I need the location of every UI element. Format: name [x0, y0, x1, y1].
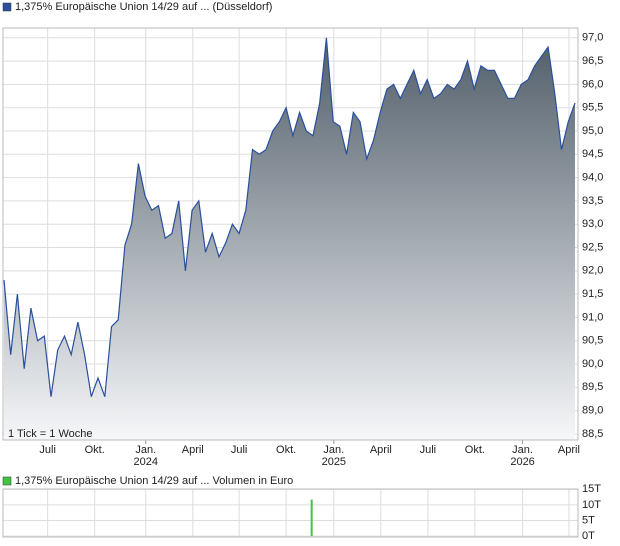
y-tick-label: 96,5 — [582, 55, 603, 67]
x-tick-label: Jan. — [512, 444, 533, 456]
line — [3, 37, 576, 397]
x-tick-label: Jan. — [135, 444, 156, 456]
y-tick-label: 89,0 — [582, 405, 603, 417]
y-tick-label: 89,5 — [582, 381, 603, 393]
plot-frame — [2, 488, 579, 538]
legend-label: 1,375% Europäische Union 14/29 auf ... (… — [15, 1, 272, 13]
y-tick-label: 91,0 — [582, 311, 603, 323]
y-tick-label: 93,0 — [582, 218, 603, 230]
plot-border — [2, 27, 579, 441]
x-tick-label: Okt. — [276, 444, 296, 456]
x-tick-label: Juli — [420, 444, 437, 456]
legend-swatch — [2, 2, 12, 12]
y-tick-label: 93,5 — [582, 195, 603, 207]
y-tick-label: 96,0 — [582, 78, 603, 90]
y-tick-label: 94,5 — [582, 148, 603, 160]
x-tick-label: Jan. — [323, 444, 344, 456]
x-tick-label: Juli — [39, 444, 56, 456]
x-year-label: 2024 — [134, 456, 158, 468]
legend-swatch — [2, 476, 12, 486]
tick-note: 1 Tick = 1 Woche — [8, 428, 92, 440]
legend-label: 1,375% Europäische Union 14/29 auf ... V… — [15, 475, 293, 487]
y-tick-label: 92,5 — [582, 241, 603, 253]
y-tick-label: 10T — [582, 499, 601, 511]
y-tick-label: 15T — [582, 483, 601, 495]
y-tick-label: 92,0 — [582, 265, 603, 277]
y-tick-label: 97,0 — [582, 32, 603, 44]
x-tick-label: April — [182, 444, 204, 456]
x-tick-label: Juli — [231, 444, 248, 456]
y-tick-label: 90,0 — [582, 358, 603, 370]
y-tick-label: 94,0 — [582, 172, 603, 184]
plot-border — [2, 488, 579, 538]
y-tick-label: 95,5 — [582, 102, 603, 114]
x-year-label: 2025 — [322, 456, 346, 468]
x-tick-label: Okt. — [465, 444, 485, 456]
volume-bar — [310, 499, 313, 537]
y-tick-label: 90,5 — [582, 335, 603, 347]
x-year-label: 2026 — [510, 456, 534, 468]
y-tick-label: 5T — [582, 514, 595, 526]
y-tick-label: 91,5 — [582, 288, 603, 300]
y-tick-label: 0T — [582, 530, 595, 542]
area — [4, 37, 575, 441]
y-tick-label: 88,5 — [582, 428, 603, 440]
x-tick-label: April — [558, 444, 580, 456]
x-tick-label: Okt. — [85, 444, 105, 456]
y-tick-label: 95,0 — [582, 125, 603, 137]
x-tick-label: April — [370, 444, 392, 456]
